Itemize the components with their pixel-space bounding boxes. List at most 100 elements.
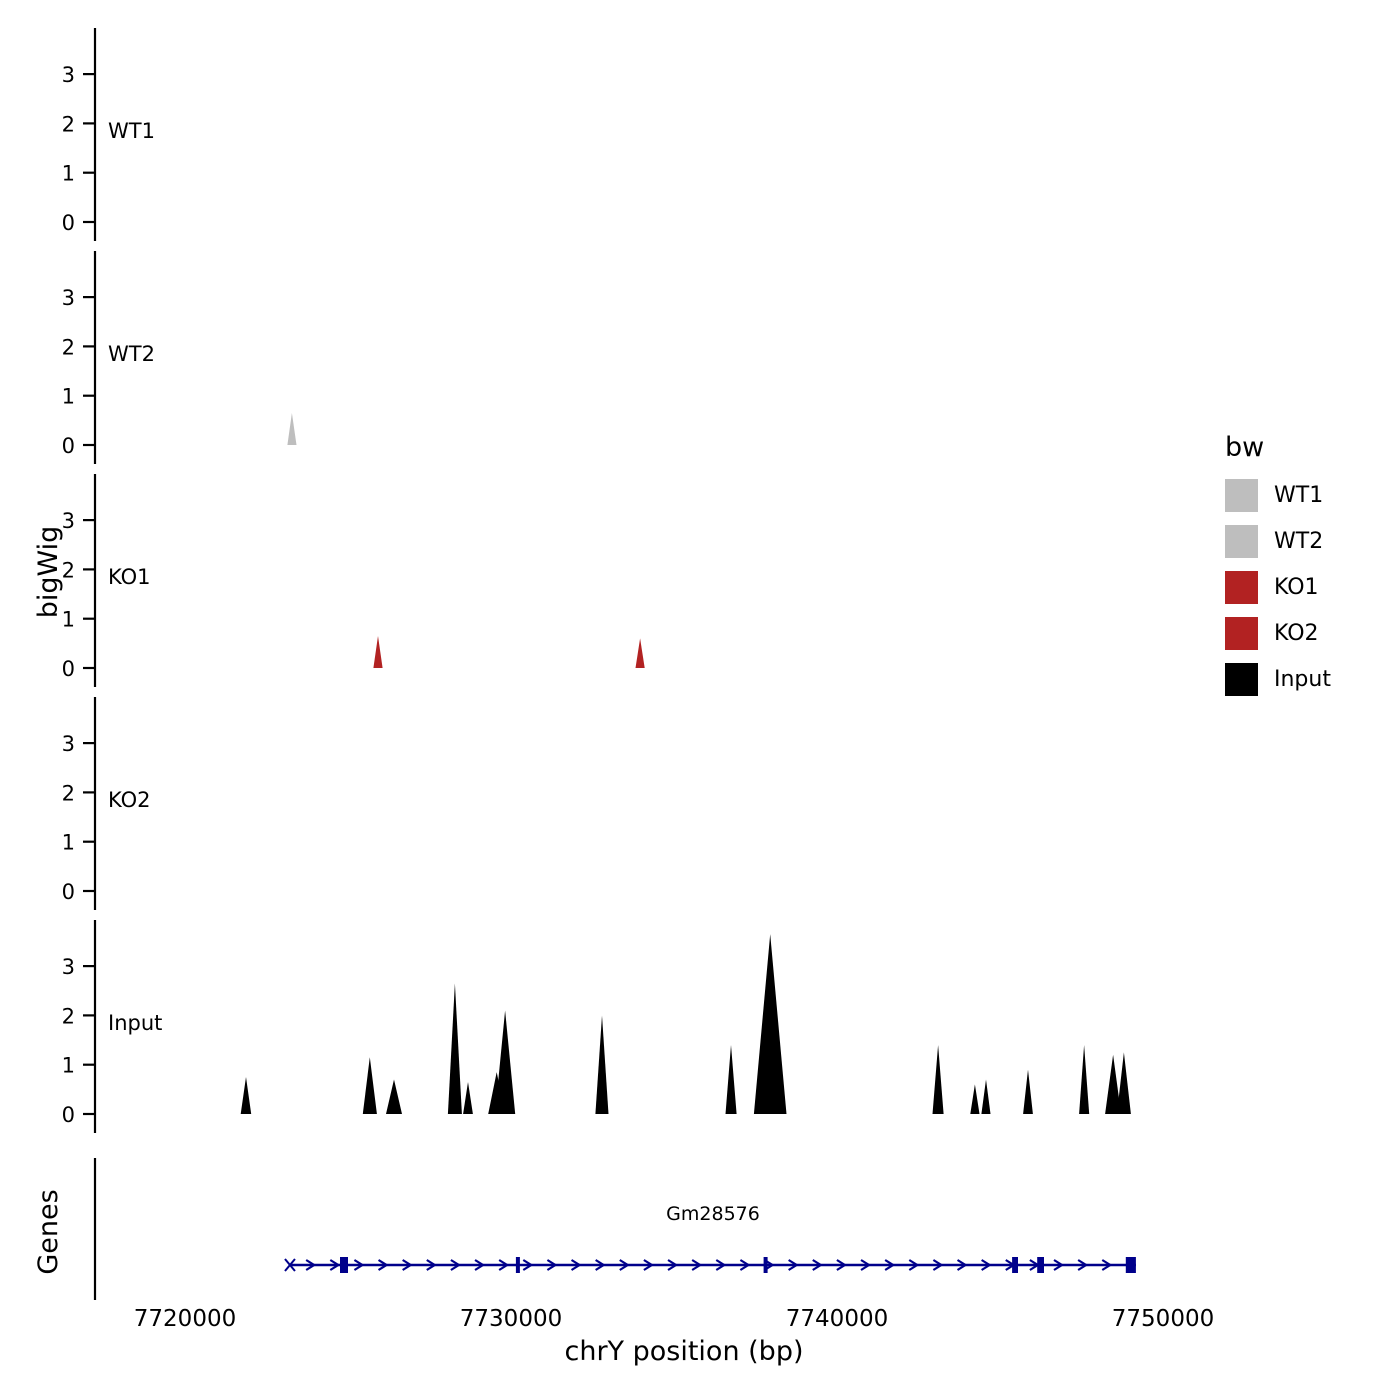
genes-axis-title: Genes xyxy=(33,1189,64,1275)
gene-exon xyxy=(340,1257,348,1273)
gene-strand-arrow-icon xyxy=(1053,1259,1065,1271)
gene-strand-arrow-icon xyxy=(619,1259,630,1271)
x-tick-label: 7720000 xyxy=(134,1306,236,1332)
gene-exon xyxy=(1125,1257,1136,1273)
y-tick-label: 3 xyxy=(62,286,75,310)
y-tick-label: 1 xyxy=(62,385,75,409)
coverage-peak xyxy=(932,1045,944,1114)
gene-strand-arrow-icon xyxy=(739,1259,751,1271)
gene-strand-arrow-icon xyxy=(1077,1259,1089,1271)
y-tick-label: 0 xyxy=(62,657,75,681)
legend: bw WT1 WT2 KO1 KO2 Input xyxy=(1225,432,1331,709)
legend-entry: KO1 xyxy=(1225,571,1331,604)
x-tick-label: 7750000 xyxy=(1112,1306,1214,1332)
gene-strand-arrow-icon xyxy=(353,1259,365,1271)
y-tick-label: 3 xyxy=(62,509,75,533)
legend-entry: WT1 xyxy=(1225,479,1331,512)
x-axis-title: chrY position (bp) xyxy=(564,1336,804,1367)
gene-strand-arrow-icon xyxy=(595,1259,606,1271)
track-label: KO2 xyxy=(108,788,151,812)
gene-name-label: Gm28576 xyxy=(666,1203,760,1225)
legend-label: Input xyxy=(1274,667,1331,692)
y-tick-label: 0 xyxy=(62,880,75,904)
y-tick-label: 2 xyxy=(62,335,75,359)
coverage-peak xyxy=(981,1079,991,1114)
gene-strand-arrow-icon xyxy=(836,1259,847,1271)
y-tick-label: 1 xyxy=(62,831,75,855)
gene-exon xyxy=(1037,1257,1044,1273)
gene-start-marker xyxy=(284,1258,296,1272)
gene-strand-arrow-icon xyxy=(884,1259,896,1271)
legend-label: WT1 xyxy=(1274,483,1324,508)
legend-entry: WT2 xyxy=(1225,525,1331,558)
legend-title: bw xyxy=(1225,432,1265,463)
gene-exon xyxy=(515,1257,520,1273)
y-tick-label: 2 xyxy=(62,781,75,805)
gene-strand-arrow-icon xyxy=(570,1259,582,1271)
gene-strand-arrow-icon xyxy=(329,1259,341,1271)
gene-exon xyxy=(763,1257,768,1273)
gene-strand-arrow-icon xyxy=(643,1259,654,1271)
gene-strand-arrow-icon xyxy=(305,1259,317,1271)
coverage-peak xyxy=(595,1015,609,1114)
coverage-peak xyxy=(1116,1052,1131,1114)
coverage-peak xyxy=(1023,1069,1033,1114)
y-tick-label: 2 xyxy=(62,1004,75,1028)
gene-strand-arrow-icon xyxy=(1101,1259,1113,1271)
gene-strand-arrow-icon xyxy=(474,1259,486,1271)
y-tick-label: 1 xyxy=(62,162,75,186)
legend-swatch xyxy=(1225,617,1258,650)
y-tick-label: 0 xyxy=(62,434,75,458)
legend-label: KO2 xyxy=(1274,621,1319,646)
coverage-peak xyxy=(495,1010,516,1114)
coverage-peak xyxy=(373,636,383,668)
coverage-peak xyxy=(725,1045,737,1114)
legend-swatch xyxy=(1225,525,1258,558)
gene-strand-arrow-icon xyxy=(667,1259,679,1271)
coverage-peak xyxy=(287,413,297,445)
coverage-peak xyxy=(1105,1054,1122,1114)
coverage-peak xyxy=(635,638,645,668)
y-tick-label: 2 xyxy=(62,558,75,582)
gene-strand-arrow-icon xyxy=(956,1259,968,1271)
gene-strand-arrow-icon xyxy=(377,1259,389,1271)
legend-entry: Input xyxy=(1225,663,1331,696)
coverage-peak xyxy=(463,1082,473,1114)
legend-swatch xyxy=(1225,663,1258,696)
track-label: WT2 xyxy=(108,342,155,366)
gene-strand-arrow-icon xyxy=(860,1259,872,1271)
coverage-peak xyxy=(970,1084,980,1114)
gene-strand-arrow-icon xyxy=(691,1259,703,1271)
legend-swatch xyxy=(1225,571,1258,604)
track-label: Input xyxy=(108,1011,162,1035)
gene-strand-arrow-icon xyxy=(932,1259,944,1271)
coverage-peak xyxy=(362,1057,377,1114)
x-tick-label: 7730000 xyxy=(460,1306,562,1332)
gene-strand-arrow-icon xyxy=(498,1259,510,1271)
gene-strand-arrow-icon xyxy=(981,1259,992,1271)
gene-strand-arrow-icon xyxy=(522,1259,534,1271)
legend-swatch xyxy=(1225,479,1258,512)
coverage-peak xyxy=(753,934,787,1114)
track-label: KO1 xyxy=(108,565,151,589)
legend-entries: WT1 WT2 KO1 KO2 Input xyxy=(1225,479,1331,696)
legend-entry: KO2 xyxy=(1225,617,1331,650)
gene-strand-arrow-icon xyxy=(426,1259,437,1271)
gene-strand-arrow-icon xyxy=(450,1259,461,1271)
gene-strand-arrow-icon xyxy=(908,1259,920,1271)
gene-strand-arrow-icon xyxy=(812,1259,823,1271)
coverage-peak xyxy=(240,1077,252,1114)
x-tick-label: 7740000 xyxy=(786,1306,888,1332)
y-tick-label: 3 xyxy=(62,955,75,979)
y-tick-label: 3 xyxy=(62,63,75,87)
legend-label: KO1 xyxy=(1274,575,1319,600)
coverage-peak xyxy=(1079,1045,1090,1114)
gene-strand-arrow-icon xyxy=(546,1259,558,1271)
gene-exon xyxy=(1012,1257,1018,1273)
legend-label: WT2 xyxy=(1274,529,1324,554)
coverage-peak xyxy=(447,983,462,1114)
y-tick-label: 2 xyxy=(62,112,75,136)
y-tick-label: 3 xyxy=(62,732,75,756)
coverage-peak xyxy=(386,1079,402,1114)
